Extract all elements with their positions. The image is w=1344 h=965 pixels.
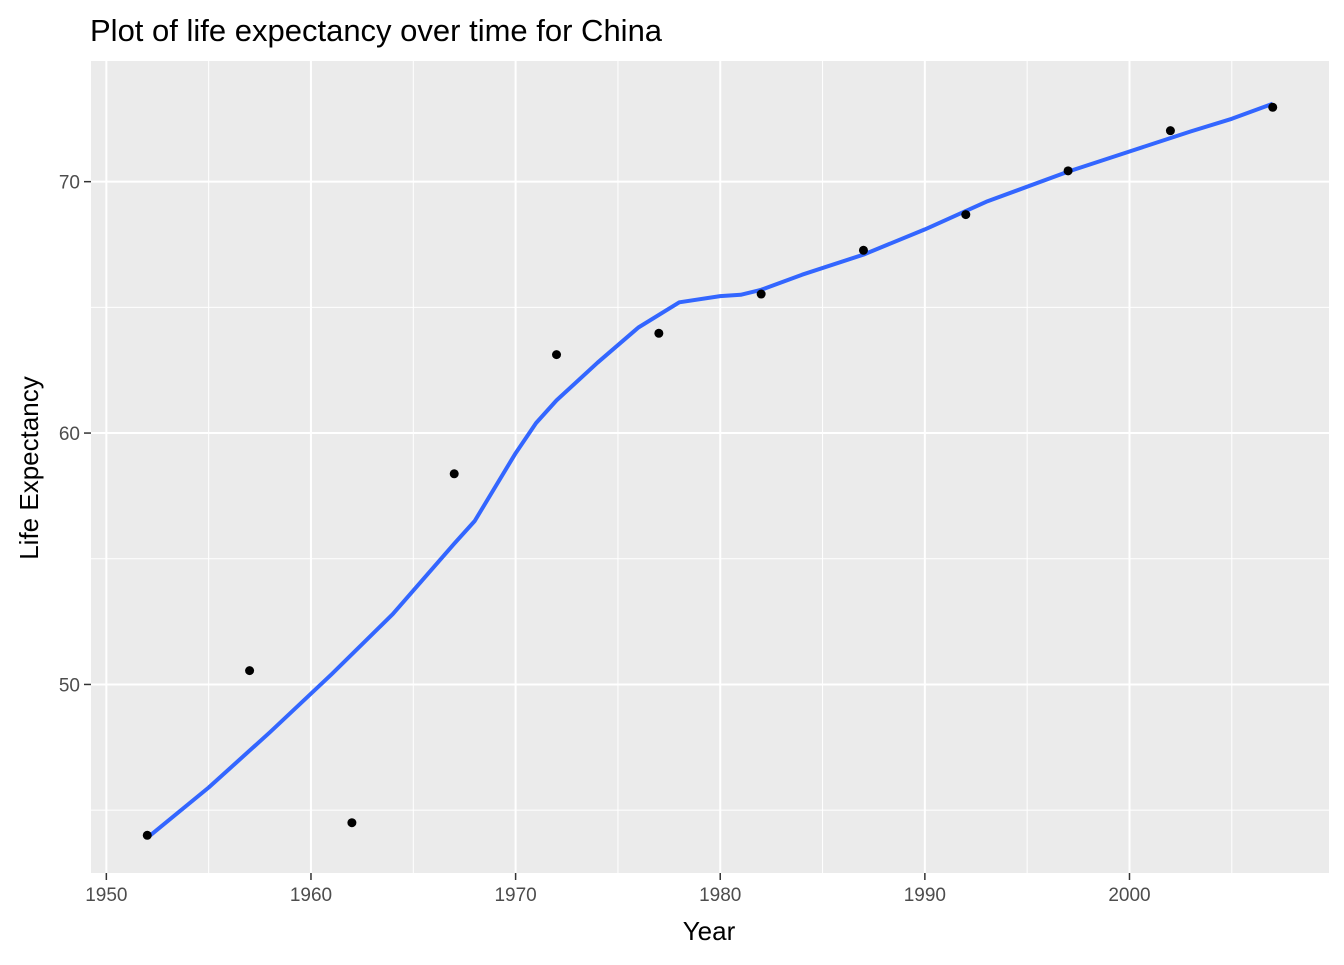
y-tick-label: 50 — [59, 675, 80, 696]
data-point — [449, 469, 459, 479]
data-point — [858, 245, 868, 255]
x-tick-label: 1950 — [85, 885, 127, 906]
y-tick-label: 70 — [59, 173, 80, 194]
data-point — [347, 818, 357, 828]
y-tick-label: 60 — [59, 424, 80, 445]
grid-lines — [91, 61, 1329, 873]
x-tick-label: 1970 — [494, 885, 536, 906]
x-tick-label: 2000 — [1108, 885, 1150, 906]
data-point — [756, 289, 766, 299]
panel-background — [91, 61, 1329, 873]
data-point — [142, 830, 152, 840]
data-point — [1268, 102, 1278, 112]
chart-title: Plot of life expectancy over time for Ch… — [90, 13, 663, 48]
data-points — [142, 102, 1278, 840]
data-point — [552, 350, 562, 360]
data-point — [961, 210, 971, 220]
x-tick-label: 1960 — [290, 885, 332, 906]
x-axis-title: Year — [683, 916, 736, 946]
data-point — [245, 666, 255, 676]
data-point — [654, 328, 664, 338]
x-tick-label: 1980 — [699, 885, 741, 906]
plot-panel — [91, 61, 1329, 873]
axes: 1950 1960 1970 1980 1990 2000 50 60 70 — [59, 173, 1151, 906]
y-axis-title: Life Expectancy — [14, 376, 44, 560]
data-point — [1165, 126, 1175, 136]
x-tick-label: 1990 — [904, 885, 946, 906]
data-point — [1063, 166, 1073, 176]
